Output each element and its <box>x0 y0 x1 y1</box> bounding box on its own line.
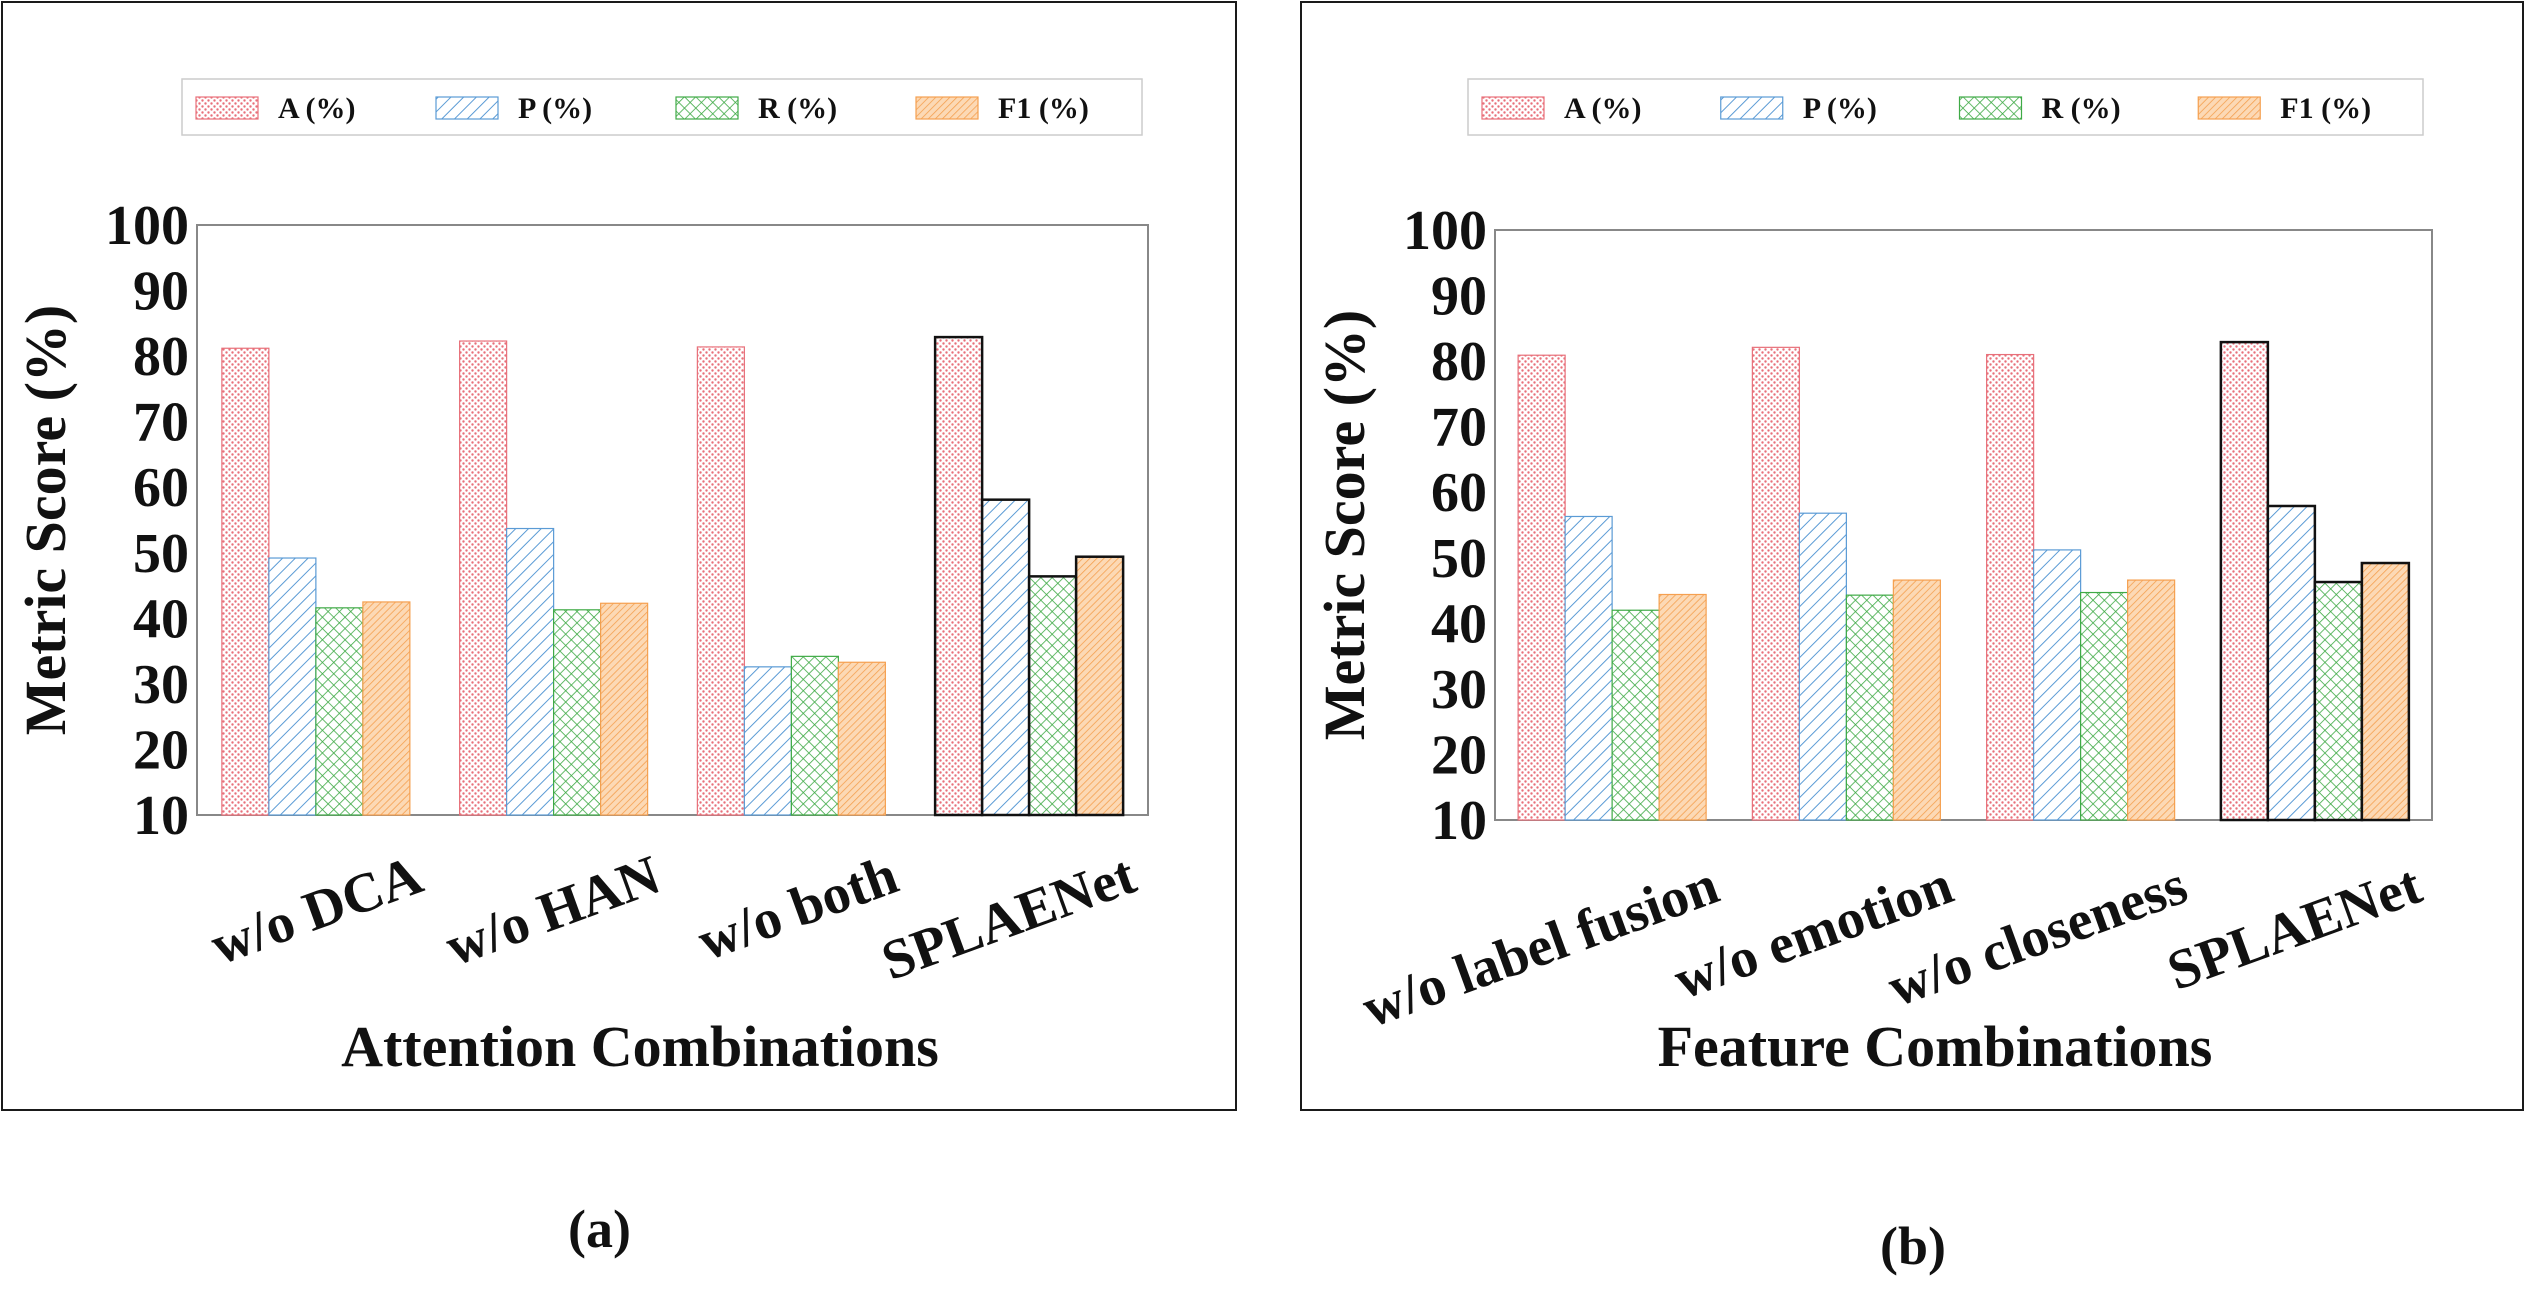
bar-r <box>2080 591 2129 821</box>
caption-a: (a) <box>568 1199 631 1259</box>
legend-label: P (%) <box>518 92 592 125</box>
y-tick-label: 10 <box>1431 790 1487 852</box>
bar-p <box>268 557 317 816</box>
bar-f1 <box>1658 593 1707 821</box>
x-tick-label: w/o label fusion <box>1354 854 1726 1040</box>
y-tick-label: 90 <box>133 261 189 323</box>
legend-box <box>1467 78 2424 136</box>
bar-p <box>2266 504 2317 822</box>
legend-label: R (%) <box>2042 92 2121 125</box>
bar-r <box>1845 594 1894 821</box>
y-tick-label: 90 <box>1431 266 1487 328</box>
bar-r <box>2313 580 2364 822</box>
bar-a <box>1751 346 1800 821</box>
y-tick-label: 50 <box>1431 528 1487 590</box>
plot-area <box>196 224 1149 816</box>
legend-label: F1 (%) <box>2280 92 2371 125</box>
y-tick-label: 60 <box>1431 462 1487 524</box>
legend-swatch-p <box>1720 96 1784 120</box>
x-axis-title: Feature Combinations <box>1658 1014 2213 1079</box>
chart-frame <box>1 1 1237 1111</box>
bar-a <box>1986 353 2035 821</box>
bar-p <box>1798 512 1847 821</box>
bar-f1 <box>1074 555 1125 817</box>
legend-label: F1 (%) <box>998 92 1089 125</box>
y-tick-label: 40 <box>133 588 189 650</box>
plot-area <box>1494 229 2433 821</box>
bar-a <box>2219 340 2270 822</box>
y-tick-label: 70 <box>1431 397 1487 459</box>
legend-label: P (%) <box>1803 92 1877 125</box>
legend-label: R (%) <box>758 92 837 125</box>
bar-r <box>315 607 364 816</box>
y-tick-label: 10 <box>133 785 189 847</box>
bar-p <box>506 527 555 816</box>
y-tick-label: 100 <box>105 195 189 257</box>
y-axis-title: Metric Score (%) <box>13 305 78 735</box>
y-tick-label: 40 <box>1431 593 1487 655</box>
bar-f1 <box>837 661 886 816</box>
y-tick-label: 20 <box>1431 724 1487 786</box>
y-axis-title: Metric Score (%) <box>1312 310 1377 740</box>
bar-a <box>459 340 508 816</box>
bar-a <box>696 346 745 816</box>
y-tick-label: 80 <box>133 326 189 388</box>
y-tick-label: 100 <box>1403 200 1487 262</box>
legend-swatch-f1 <box>915 96 979 120</box>
bar-r <box>1611 609 1660 821</box>
x-axis-title: Attention Combinations <box>341 1014 939 1079</box>
x-tick-label: SPLAENet <box>2160 854 2430 1003</box>
bar-p <box>2033 549 2082 821</box>
bar-f1 <box>362 601 411 816</box>
bar-a <box>933 335 984 817</box>
legend-swatch-a <box>195 96 259 120</box>
y-tick-label: 20 <box>133 719 189 781</box>
y-tick-label: 60 <box>133 457 189 519</box>
bar-f1 <box>2360 561 2411 822</box>
caption-b: (b) <box>1880 1216 1946 1276</box>
bar-f1 <box>1892 579 1941 821</box>
panel-a: 10 20 30 40 50 60 70 80 90 100 Metric Score (%) w/o… <box>0 0 1240 1120</box>
panel-b: 10 20 30 40 50 60 70 80 90 100 Metric Score (%) w/o… <box>1300 1 2524 1111</box>
bar-p <box>1564 515 1613 821</box>
legend-swatch-f1 <box>2197 96 2261 120</box>
chart-frame <box>1300 1 2524 1111</box>
bar-f1 <box>2127 579 2176 821</box>
legend-swatch-r <box>675 96 739 120</box>
legend-swatch-a <box>1481 96 1545 120</box>
y-tick-label: 30 <box>133 654 189 716</box>
bar-a <box>1517 354 1566 821</box>
y-tick-label: 80 <box>1431 331 1487 393</box>
legend-swatch-r <box>1958 96 2023 120</box>
legend-label: A (%) <box>278 92 356 125</box>
y-tick-label: 50 <box>133 523 189 585</box>
y-tick-label: 30 <box>1431 659 1487 721</box>
legend-box <box>181 78 1143 136</box>
bar-r <box>790 655 839 816</box>
bar-a <box>221 347 270 816</box>
legend-swatch-p <box>435 96 499 120</box>
y-tick-label: 70 <box>133 392 189 454</box>
legend-label: A (%) <box>1564 92 1642 125</box>
bar-f1 <box>600 602 649 816</box>
